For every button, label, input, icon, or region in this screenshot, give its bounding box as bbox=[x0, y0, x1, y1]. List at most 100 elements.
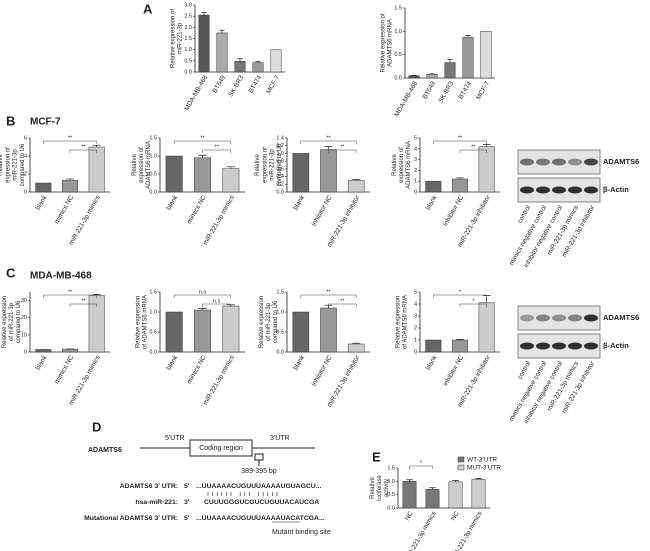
bar bbox=[402, 481, 417, 509]
legend-swatch bbox=[457, 456, 465, 463]
error-bar bbox=[447, 58, 453, 63]
bar bbox=[478, 302, 495, 353]
error-bar bbox=[198, 308, 207, 310]
site-box bbox=[254, 453, 264, 461]
error-bar bbox=[452, 480, 459, 482]
blot-band bbox=[536, 314, 550, 322]
note: Mutant binding site bbox=[272, 529, 331, 536]
blot-band bbox=[568, 158, 582, 166]
y-axis-label: Relativeluciferaseactivity bbox=[369, 475, 389, 501]
bar bbox=[452, 339, 468, 353]
cell-line: MCF-7 bbox=[30, 117, 61, 128]
sequence: CUUUGGGUCGUCUGUUACAUCGA bbox=[204, 499, 319, 506]
y-tick-label: 3.0 bbox=[184, 2, 192, 8]
bar bbox=[222, 168, 240, 193]
x-tick-label: blank bbox=[166, 354, 180, 372]
sig-bracket bbox=[409, 465, 433, 469]
bar bbox=[478, 146, 495, 193]
bar bbox=[347, 180, 365, 193]
x-tick-label: BT549 bbox=[422, 80, 438, 100]
sig-label: ** bbox=[81, 144, 86, 150]
sig-bracket bbox=[459, 149, 487, 153]
y-tick-label: 0 bbox=[24, 349, 27, 355]
x-tick-label: Inhibitor NC bbox=[442, 194, 465, 227]
x-tick-label: blank bbox=[166, 194, 180, 212]
utr: 5'UTR bbox=[165, 435, 185, 442]
x-tick-label: MCF-7 bbox=[265, 74, 281, 95]
seq-end: 3' bbox=[184, 499, 190, 506]
bar bbox=[62, 180, 78, 193]
y-tick-label: 4 bbox=[414, 301, 417, 307]
sig-label: ** bbox=[340, 298, 345, 304]
y-tick-label: 4 bbox=[414, 146, 417, 152]
error-bar bbox=[456, 177, 464, 180]
blot-band bbox=[584, 186, 598, 194]
error-bar bbox=[465, 35, 471, 38]
y-tick-label: 0.6 bbox=[276, 166, 284, 172]
error-bar bbox=[324, 146, 333, 150]
panel-label: A bbox=[143, 1, 153, 16]
y-tick-label: 0 bbox=[24, 189, 27, 195]
error-bar bbox=[237, 58, 243, 62]
x-tick-label: NC bbox=[404, 510, 415, 522]
seq-label: Mutational ADAMTS6 3' UTR: bbox=[84, 515, 178, 522]
y-axis-label: Relativeexpression ofmiR-221-3pcompared … bbox=[0, 143, 25, 186]
sig-label: * bbox=[472, 298, 475, 304]
error-bar bbox=[456, 339, 464, 340]
bar bbox=[462, 37, 474, 79]
error-bar bbox=[219, 29, 225, 33]
seq-label: ADAMTS6 3' UTR: bbox=[120, 483, 178, 490]
bar bbox=[347, 343, 365, 353]
legend-label: MUT-3'UTR bbox=[467, 465, 501, 472]
y-axis-label: Relative expressionof ADAMTS6 mRNA bbox=[395, 295, 408, 349]
x-tick-label: blank bbox=[292, 194, 306, 212]
bar bbox=[88, 146, 105, 193]
sig-bracket bbox=[433, 140, 487, 144]
x-tick-label: blank bbox=[425, 194, 439, 212]
sig-bracket bbox=[459, 303, 487, 307]
y-axis-label: Relativeexpression ofADAMTS6 mRNA bbox=[391, 141, 411, 189]
bar bbox=[62, 348, 78, 353]
y-tick-label: 1.5 bbox=[394, 5, 402, 11]
bar bbox=[165, 155, 183, 193]
bar bbox=[408, 75, 420, 79]
coding-box bbox=[189, 439, 253, 457]
sig-label: * bbox=[420, 460, 423, 466]
x-tick-label: BT474 bbox=[458, 80, 474, 100]
blot-band bbox=[584, 158, 598, 166]
legend-swatch bbox=[457, 464, 465, 471]
bar bbox=[452, 178, 468, 193]
error-bar bbox=[92, 144, 101, 147]
y-tick-label: 10 bbox=[21, 332, 27, 338]
x-tick-label: mimics NC bbox=[186, 354, 208, 385]
bar bbox=[425, 339, 442, 353]
bar bbox=[234, 61, 246, 73]
site: 389-395 bp bbox=[241, 468, 277, 475]
bar bbox=[448, 481, 463, 509]
panel-label: D bbox=[92, 419, 101, 434]
x-tick-label: SK-BR3 bbox=[437, 80, 455, 104]
y-tick-label: 2 bbox=[414, 168, 417, 174]
sig-bracket bbox=[173, 294, 232, 298]
seq-end: 5' bbox=[184, 483, 190, 490]
x-tick-label: SK-BR3 bbox=[227, 74, 245, 98]
y-tick-label: 2 bbox=[414, 325, 417, 331]
sig-bracket bbox=[43, 294, 97, 298]
error-bar bbox=[352, 342, 361, 344]
sig-bracket bbox=[69, 303, 97, 307]
y-tick-label: 0.8 bbox=[276, 159, 284, 165]
protein-label: β-Actin bbox=[603, 341, 629, 350]
blot-band bbox=[568, 314, 582, 322]
x-tick-label: blank bbox=[425, 354, 439, 372]
y-axis-label: Relative expressionof miR-221-3pcompared… bbox=[258, 296, 278, 348]
y-tick-label: 0.0 bbox=[387, 505, 395, 511]
y-tick-label: 0.0 bbox=[149, 349, 157, 355]
protein-label: β-Actin bbox=[603, 185, 629, 194]
y-tick-label: 0.5 bbox=[387, 492, 395, 498]
bar bbox=[165, 311, 183, 353]
panel-label: E bbox=[372, 449, 381, 464]
y-tick-label: 1 bbox=[414, 179, 417, 185]
y-tick-label: 1.2 bbox=[276, 143, 284, 149]
y-tick-label: 0 bbox=[414, 349, 417, 355]
